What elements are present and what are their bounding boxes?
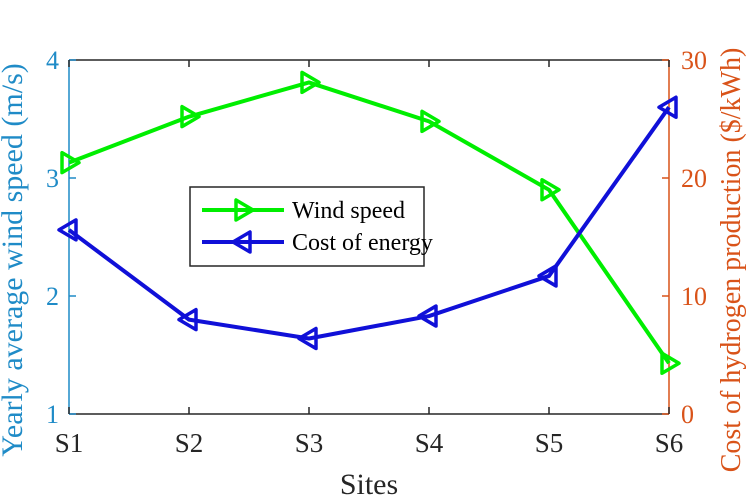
x-tick-label: S5 bbox=[535, 428, 564, 458]
data-point-wind-speed-s3 bbox=[300, 70, 321, 95]
data-point-cost-of-energy-s2 bbox=[177, 307, 198, 332]
x-axis-label: Sites bbox=[340, 468, 398, 500]
right-tick-label: 20 bbox=[681, 164, 707, 193]
data-point-cost-of-energy-s6 bbox=[657, 95, 678, 119]
left-tick-label: 3 bbox=[46, 164, 59, 193]
x-tick-label: S6 bbox=[655, 428, 684, 458]
legend-label: Cost of energy bbox=[292, 230, 433, 256]
data-point-wind-speed-s6 bbox=[660, 351, 681, 376]
data-point-wind-speed-s2 bbox=[180, 104, 201, 129]
data-point-wind-speed-s1 bbox=[60, 150, 81, 175]
right-tick-label: 0 bbox=[681, 400, 694, 429]
data-point-wind-speed-s5 bbox=[540, 178, 561, 202]
series-line-wind-speed bbox=[68, 80, 671, 365]
x-tick-label: S4 bbox=[415, 428, 444, 458]
x-tick-label: S3 bbox=[295, 428, 324, 458]
x-axis: S1 S2 S3 S4 S5 S6 bbox=[55, 60, 684, 458]
data-point-cost-of-energy-s5 bbox=[537, 264, 558, 288]
data-point-cost-of-energy-s1 bbox=[57, 218, 78, 242]
right-tick-label: 30 bbox=[681, 46, 707, 75]
legend-box bbox=[189, 186, 425, 267]
data-point-cost-of-energy-s3 bbox=[297, 326, 318, 351]
left-y-axis-label: Yearly average wind speed (m/s) bbox=[0, 63, 29, 457]
x-tick-label: S2 bbox=[175, 428, 204, 458]
right-y-axis: 0 10 20 30 bbox=[662, 46, 707, 429]
legend-label: Wind speed bbox=[292, 198, 405, 224]
right-tick-label: 10 bbox=[681, 282, 707, 311]
x-tick-label: S1 bbox=[55, 428, 84, 458]
legend-swatch-marker bbox=[234, 198, 255, 222]
series-line-cost-of-energy bbox=[67, 106, 671, 341]
left-tick-label: 4 bbox=[46, 46, 59, 75]
left-tick-label: 1 bbox=[46, 400, 59, 429]
series-layer bbox=[57, 70, 681, 376]
legend: Wind speed Cost of energy bbox=[189, 186, 433, 267]
data-point-wind-speed-s4 bbox=[420, 109, 441, 134]
legend-swatch-marker bbox=[231, 230, 252, 254]
data-point-cost-of-energy-s4 bbox=[417, 304, 438, 328]
right-y-axis-label: Cost of hydrogen production ($/kWh) bbox=[716, 48, 747, 473]
plot-frame bbox=[69, 59, 669, 415]
left-tick-label: 2 bbox=[46, 282, 59, 311]
